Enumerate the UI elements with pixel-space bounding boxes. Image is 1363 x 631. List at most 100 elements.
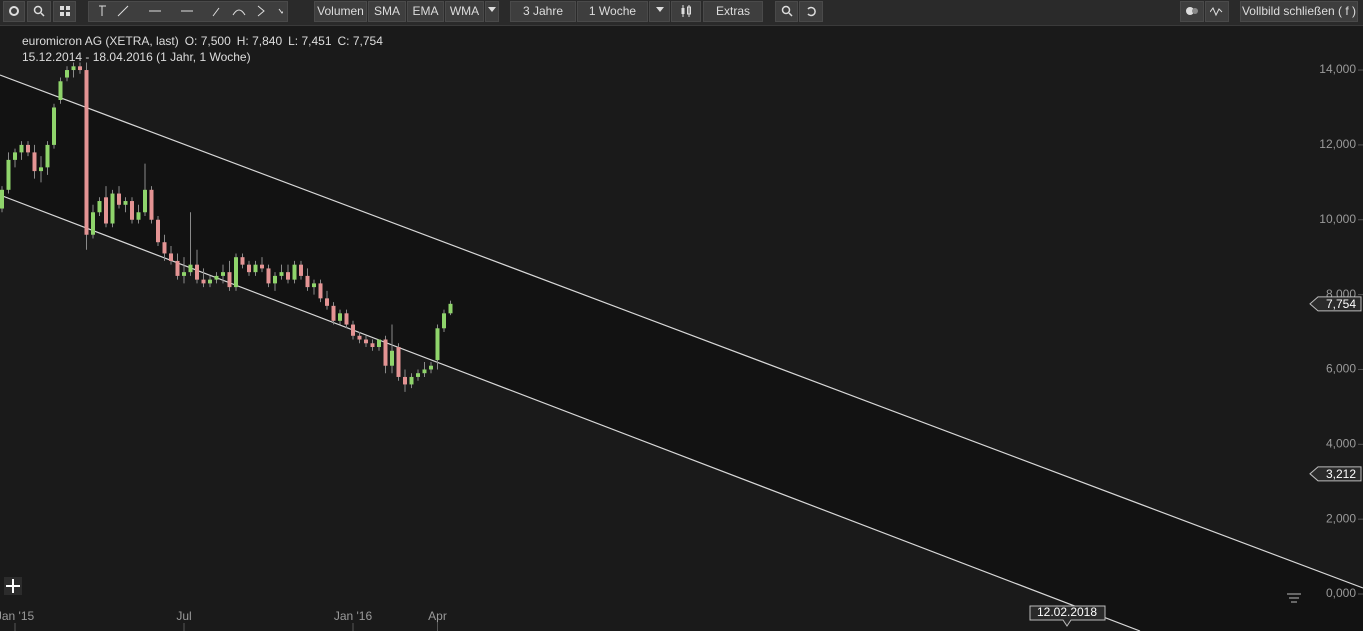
price-tag-label: 7,754 <box>1326 297 1356 311</box>
candle-body <box>195 264 199 280</box>
layout-button[interactable] <box>53 1 76 22</box>
candle-body <box>188 264 193 273</box>
candle-body <box>19 144 24 153</box>
candle-body <box>351 324 355 336</box>
undo-button[interactable] <box>799 1 823 22</box>
move-icon[interactable] <box>4 577 22 595</box>
x-tick-label: Jul <box>176 609 191 623</box>
toolbar-button[interactable]: SMA <box>368 1 406 22</box>
candle-body <box>208 279 212 284</box>
channel-fill <box>0 75 1363 631</box>
candle-body <box>286 272 290 280</box>
candle-body <box>45 144 50 168</box>
candle-body <box>448 303 453 314</box>
candle-body <box>383 339 388 366</box>
candle-body <box>156 219 160 243</box>
candle-body <box>162 242 167 254</box>
candle-body <box>117 193 121 205</box>
candle-body <box>123 201 128 205</box>
y-tick-label: 0,000 <box>1326 586 1356 600</box>
candle-body <box>97 201 102 213</box>
toolbar: Volumen SMA EMA WMA 3 Jahre 1 Woche Extr… <box>0 0 1363 26</box>
candle-body <box>409 376 414 385</box>
candle-body <box>253 264 258 273</box>
channel-upper <box>0 74 1363 589</box>
y-tick-label: 10,000 <box>1319 212 1356 226</box>
candle-body <box>325 298 329 306</box>
candle-body <box>370 343 375 348</box>
zoom-button[interactable] <box>775 1 798 22</box>
candle-body <box>227 272 232 288</box>
candle-body <box>364 339 368 344</box>
candle-body <box>169 253 173 261</box>
candle-body <box>260 264 264 269</box>
menu-icon[interactable] <box>1287 593 1301 603</box>
candle-body <box>357 335 362 340</box>
date-tag <box>1029 605 1106 627</box>
y-tick-label: 12,000 <box>1319 137 1356 151</box>
candle-body <box>442 313 446 329</box>
y-tick-label: 4,000 <box>1326 436 1356 450</box>
candle-body <box>396 347 401 377</box>
candle-body <box>143 189 147 213</box>
candle-body <box>91 212 95 235</box>
candle-body <box>182 272 186 276</box>
candle-body <box>130 201 134 220</box>
candle-body <box>13 152 17 160</box>
candle-body <box>39 167 43 172</box>
candle-body <box>26 144 30 153</box>
search-button[interactable] <box>27 1 51 22</box>
price-tag-label: 3,212 <box>1326 467 1356 481</box>
x-tick-label: Apr <box>428 609 447 623</box>
candle-body <box>416 373 420 377</box>
candle-body <box>279 272 284 276</box>
candle-body <box>214 275 219 280</box>
ohlc-label: L: 7,451 <box>288 34 332 48</box>
x-tick-label: Jan '15 <box>0 609 34 623</box>
ohlc-label: C: 7,754 <box>337 34 383 48</box>
candle-body <box>110 193 115 224</box>
ohlc-label: O: 7,500 <box>184 34 231 48</box>
indicator-button[interactable] <box>1205 1 1229 22</box>
candle-body <box>422 369 427 374</box>
toolbar-button[interactable]: EMA <box>407 1 444 22</box>
extras-button[interactable]: Extras <box>703 1 763 22</box>
settings-button[interactable] <box>3 1 25 22</box>
candle-body <box>0 189 4 209</box>
candle-body <box>136 212 141 220</box>
chart-type-button[interactable] <box>671 1 701 22</box>
candle-body <box>84 70 89 235</box>
interval-select[interactable]: 1 Woche <box>577 1 648 22</box>
candle-body <box>149 189 154 220</box>
candle-body <box>377 339 381 348</box>
candle-body <box>201 279 206 284</box>
x-tick-label: Jan '16 <box>334 609 373 623</box>
candle-body <box>435 328 440 361</box>
date-tag-label: 12.02.2018 <box>1037 605 1097 619</box>
candle-body <box>390 350 394 366</box>
candle-body <box>104 197 108 224</box>
candle-body <box>221 272 225 276</box>
candle-body <box>266 268 271 284</box>
candle-body <box>71 66 76 71</box>
compare-button[interactable] <box>1180 1 1204 22</box>
candle-body <box>344 313 349 325</box>
instrument-header: euromicron AG (XETRA, last) O: 7,500 H: 7,… <box>22 34 389 48</box>
date-range: 15.12.2014 - 18.04.2016 (1 Jahr, 1 Woche… <box>22 50 251 64</box>
fullscreen-close-button[interactable]: Vollbild schließen ( f ) <box>1240 1 1358 22</box>
candle-body <box>240 257 245 265</box>
candle-body <box>273 275 277 284</box>
candle-body <box>65 70 69 78</box>
period-select[interactable]: 3 Jahre <box>510 1 576 22</box>
toolbar-button[interactable]: WMA <box>445 1 484 22</box>
dropdown-button[interactable] <box>649 1 670 22</box>
candle-body <box>32 152 37 172</box>
candle-body <box>292 264 297 280</box>
drawing-tools[interactable] <box>88 1 288 22</box>
candle-body <box>403 376 407 385</box>
candle-body <box>318 283 323 299</box>
instrument-title: euromicron AG (XETRA, last) <box>22 34 179 48</box>
dropdown-button[interactable] <box>485 1 499 22</box>
toolbar-button[interactable]: Volumen <box>314 1 367 22</box>
